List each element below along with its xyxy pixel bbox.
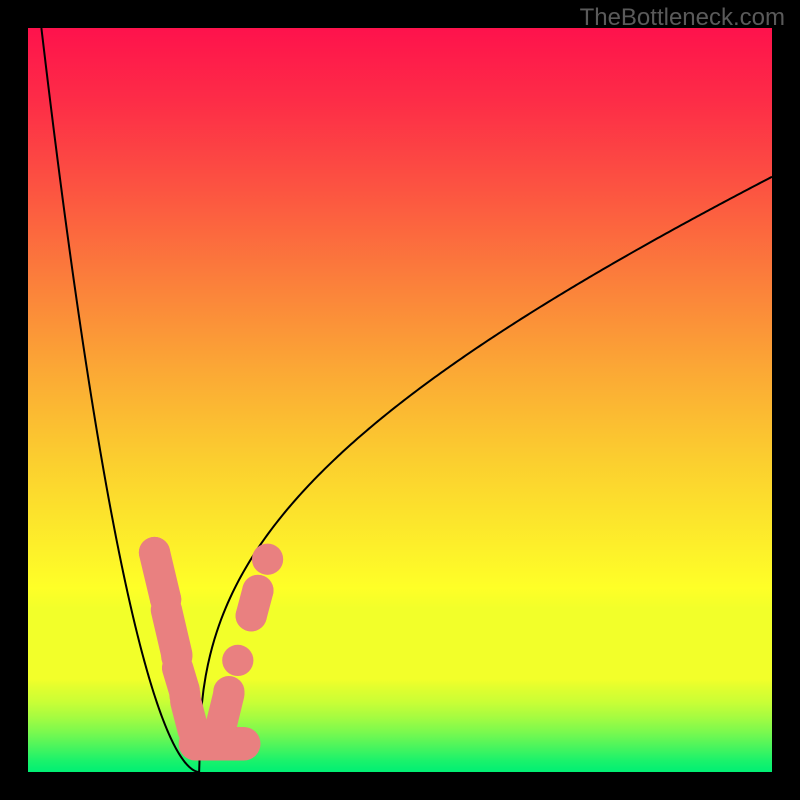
marker-dot — [252, 544, 283, 575]
marker-dot — [179, 717, 210, 748]
chart-svg-layer — [28, 28, 772, 772]
curve-right — [199, 177, 772, 772]
marker-dot — [213, 676, 244, 707]
marker-dot — [242, 575, 273, 606]
watermark-text: TheBottleneck.com — [580, 4, 785, 32]
chart-plot-area — [28, 28, 772, 772]
marker-dot — [222, 645, 253, 676]
chart-outer: TheBottleneck.com — [0, 0, 800, 800]
